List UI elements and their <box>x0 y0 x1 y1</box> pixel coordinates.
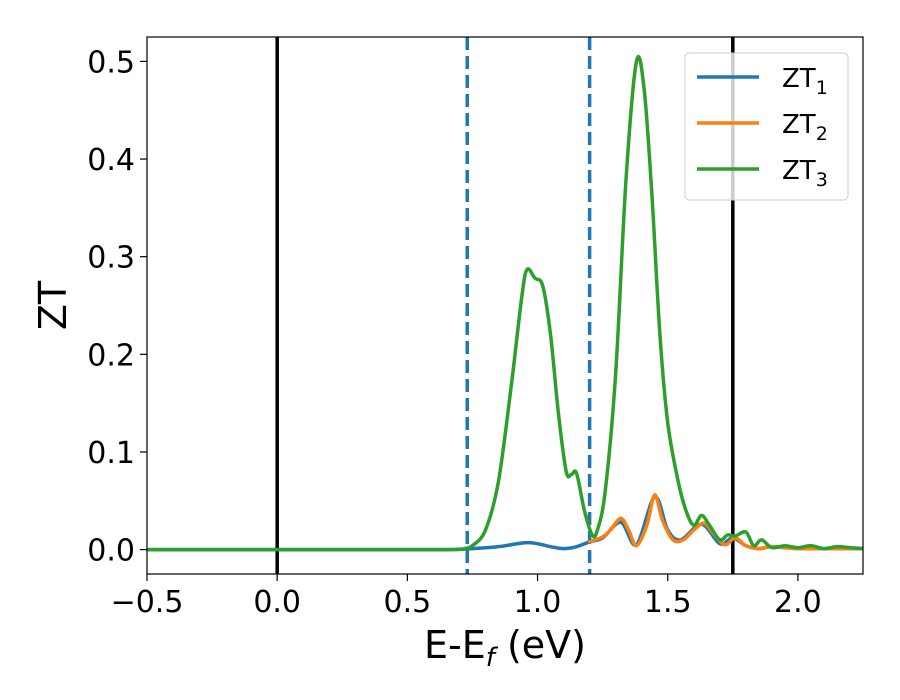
legend: ZT1 ZT2 ZT3 <box>684 52 849 201</box>
plot-frame <box>146 36 864 575</box>
x-tick-label: 0.0 <box>253 585 301 620</box>
y-tick-label: 0.2 <box>87 338 135 373</box>
legend-label-3: ZT3 <box>782 156 828 191</box>
x-tick-label: 2.0 <box>774 585 822 620</box>
x-tick-label: 1.5 <box>644 585 692 620</box>
y-tick-label: 0.5 <box>87 45 135 80</box>
y-tick-label: 0.4 <box>87 143 135 178</box>
legend-label-1: ZT1 <box>782 64 828 99</box>
series-line-1 <box>147 495 863 552</box>
series-line-3 <box>147 54 863 552</box>
y-tick-label: 0.0 <box>87 534 135 569</box>
legend-label-2: ZT2 <box>782 110 828 145</box>
y-axis-label: ZT <box>31 280 75 330</box>
legend-box <box>684 52 849 201</box>
x-tick-label: 1.0 <box>514 585 562 620</box>
x-tick-label: −0.5 <box>111 585 184 620</box>
y-tick-label: 0.1 <box>87 436 135 471</box>
plot-area <box>147 37 863 574</box>
y-tick-label: 0.3 <box>87 241 135 276</box>
series-line-2 <box>587 493 863 551</box>
x-tick-label: 0.5 <box>384 585 432 620</box>
x-axis-label: E-Ef (eV) <box>424 623 586 673</box>
